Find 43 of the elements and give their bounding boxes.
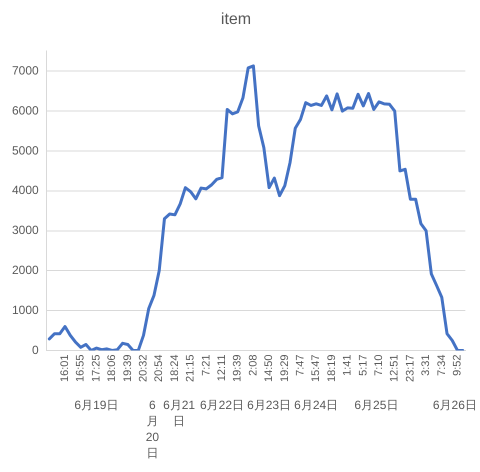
x-tick-label: 9:52 (452, 354, 464, 376)
x-tick-label: 3:31 (420, 354, 432, 376)
x-tick-label: 19:29 (278, 354, 291, 382)
x-tick-label: 15:47 (310, 354, 322, 382)
y-tick-label: 6000 (12, 103, 40, 118)
x-tick-label: 7:10 (373, 354, 386, 376)
x-tick-label: 17:25 (90, 354, 102, 382)
text: 6月23日 (247, 398, 292, 412)
y-tick-label: 1000 (12, 302, 40, 317)
x-tick-label: 7:21 (200, 354, 212, 376)
y-tick-label: 7000 (12, 63, 40, 78)
x-tick-label: 18:19 (326, 354, 338, 382)
x-tick-label: 23:17 (404, 354, 416, 382)
x-tick-label: 14:50 (263, 354, 276, 382)
x-tick-label: 7:47 (294, 354, 307, 376)
x-tick-label: 21:15 (184, 354, 197, 382)
x-tick-label: 16:55 (74, 354, 87, 382)
text: 6月20日 (146, 398, 160, 460)
x-tick-label: 18:24 (168, 354, 181, 382)
x-tick-label: 16:01 (59, 354, 72, 382)
x-tick-label: 20:54 (153, 354, 166, 382)
x-tick-label: 7:34 (436, 354, 448, 376)
x-tick-label: 12:11 (216, 354, 228, 382)
text: 6月21日 (163, 398, 196, 428)
y-tick-label: 5000 (12, 143, 40, 158)
x-tick-label: 5:17 (357, 354, 370, 376)
x-tick-label: 12:51 (388, 354, 401, 382)
text: 6月19日 (74, 398, 118, 412)
x-tick-label: 20:32 (138, 354, 150, 382)
text: 6月22日 (200, 398, 244, 412)
x-tick-label: 2:08 (247, 354, 260, 376)
x-tick-label: 19:39 (122, 354, 134, 382)
y-tick-label: 4000 (12, 183, 40, 198)
y-tick-label: 2000 (12, 262, 40, 277)
x-tick-label: 1:41 (342, 354, 354, 376)
text: 6月25日 (354, 398, 398, 412)
text: 6月24日 (294, 398, 338, 412)
y-tick-label: 0 (32, 342, 40, 357)
y-tick-label: 3000 (12, 223, 40, 238)
chart-title: item (220, 11, 252, 28)
text: 6月26日 (432, 398, 477, 412)
x-tick-label: 19:39 (232, 354, 244, 382)
x-tick-label: 18:06 (106, 354, 118, 382)
